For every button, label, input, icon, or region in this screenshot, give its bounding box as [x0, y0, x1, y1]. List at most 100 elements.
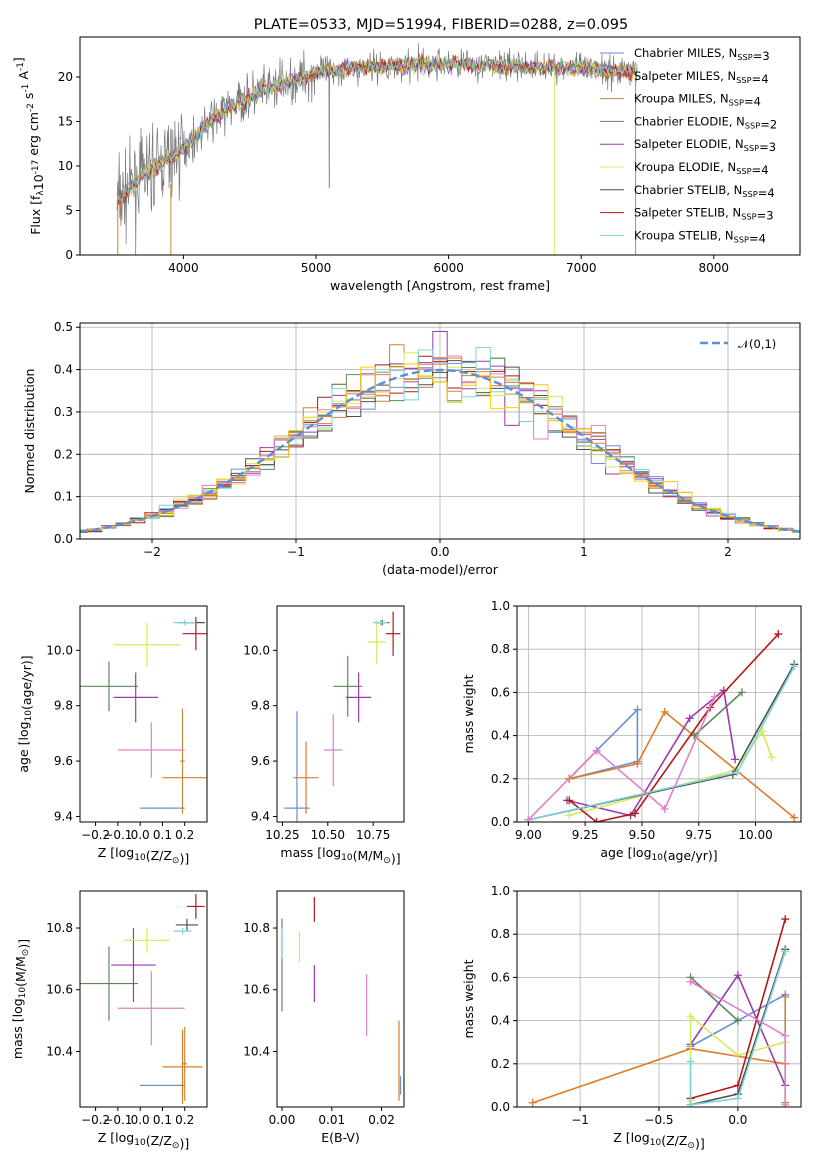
residual-histogram: [80, 344, 800, 533]
residual-histogram: [80, 363, 800, 533]
legend-label: Chabrier ELODIE, NSSP=2: [634, 114, 777, 131]
weight-marker: [737, 688, 746, 697]
y-axis-label: mass weight: [461, 674, 476, 753]
weight-marker: [790, 662, 799, 671]
legend-label: Salpeter MILES, NSSP=4: [634, 69, 769, 86]
axes-residual-distribution: −2 −1 0.0 1 2 0.0 0.1 0.2 0.3 0.4 0.5 (data-model)/…: [22, 320, 801, 577]
legend-label: Salpeter STELIB, NSSP=3: [634, 206, 774, 223]
weight-marker: [660, 805, 669, 814]
weight-marker: [565, 811, 574, 820]
y-tick-label: 0.0: [54, 532, 73, 546]
y-tick-label: 0.4: [54, 363, 73, 377]
y-tick-label: 9.8: [251, 699, 270, 713]
x-tick-label: −0.1: [103, 828, 132, 842]
y-tick-label: 10.6: [243, 983, 270, 997]
x-axis-label: (data-model)/error: [382, 562, 499, 577]
weight-series: [569, 710, 795, 819]
x-tick-label: 1: [580, 545, 588, 559]
x-tick-label: 10.25: [265, 828, 299, 842]
y-tick-label: 1.0: [491, 884, 510, 898]
axes-mass-weight-vs-Z: −1 −0.5 0.0 0.0 0.2 0.4 0.6 0.8 1.0 Z [log10(Z/Z⊙…: [461, 884, 802, 1151]
y-tick-label: 9.6: [54, 754, 73, 768]
weight-marker: [790, 813, 799, 822]
weight-marker: [733, 1094, 742, 1103]
x-tick-label: 9.00: [515, 828, 542, 842]
y-tick-label: 10.4: [46, 1044, 73, 1058]
plot-area: [80, 894, 205, 1104]
x-tick-label: 0.00: [269, 1113, 296, 1127]
weight-marker: [633, 759, 642, 768]
weight-marker: [631, 809, 640, 818]
y-axis-label: Flux [fλ10-17 erg cm-2 s-1 A-1]: [11, 57, 46, 235]
y-tick-label: 9.8: [54, 699, 73, 713]
y-tick-label: 20: [58, 70, 73, 84]
x-axis-label: Z [log10(Z/Z⊙)]: [613, 1130, 704, 1151]
y-tick-label: 0.2: [491, 772, 510, 786]
y-tick-label: 0.4: [491, 1014, 510, 1028]
y-tick-label: 10.4: [243, 1044, 270, 1058]
weight-marker: [781, 1031, 790, 1040]
x-tick-label: 7000: [566, 261, 597, 275]
plot-area: [528, 915, 790, 1107]
legend-label: Salpeter ELODIE, NSSP=3: [634, 137, 776, 154]
y-tick-label: 5: [65, 204, 73, 218]
weight-marker: [686, 977, 695, 986]
x-tick-label: 0.0: [728, 1113, 747, 1127]
y-axis-label: mass weight: [461, 959, 476, 1038]
plot-area: [281, 897, 402, 1101]
y-tick-label: 0.5: [54, 320, 73, 334]
x-tick-label: 0.1: [153, 828, 172, 842]
weight-marker: [660, 707, 669, 716]
y-tick-label: 10.8: [243, 921, 270, 935]
y-tick-label: 0.0: [491, 1100, 510, 1114]
weight-marker: [686, 1012, 695, 1021]
y-tick-label: 10: [58, 159, 73, 173]
weight-series: [527, 696, 716, 821]
x-tick-label: 10.50: [311, 828, 345, 842]
axes-mass-weight-vs-age: 9.00 9.25 9.50 9.75 10.00 0.0 0.2 0.4 0.6 0.8 1.0 a…: [461, 599, 802, 863]
axes-mass-vs-ebv: 0.00 0.01 0.02 10.4 10.6 10.8 E(B-V): [243, 890, 405, 1145]
weight-series: [693, 691, 743, 737]
x-axis-label: E(B-V): [321, 1130, 360, 1145]
plot-area: [80, 331, 800, 533]
y-tick-label: 0.3: [54, 405, 73, 419]
x-tick-label: 0.0: [131, 1113, 150, 1127]
x-tick-label: −0.1: [103, 1113, 132, 1127]
y-tick-label: 0.0: [491, 815, 510, 829]
weight-marker: [733, 1016, 742, 1025]
axes-frame: [276, 605, 405, 823]
weight-marker: [686, 1100, 695, 1107]
weight-marker: [733, 971, 742, 980]
plot-area: [284, 611, 401, 822]
x-tick-label: 0.1: [153, 1113, 172, 1127]
axes-spectrum: 4000 5000 6000 7000 8000 0 5 10 15 20 wavelength […: [11, 36, 801, 293]
x-tick-label: 0.2: [175, 828, 194, 842]
legend-label: Chabrier MILES, NSSP=3: [634, 46, 770, 63]
x-tick-label: −1: [571, 1113, 589, 1127]
axes-frame: [79, 605, 208, 823]
y-tick-label: 15: [58, 115, 73, 129]
y-tick-label: 0.2: [54, 447, 73, 461]
y-tick-label: 0.6: [491, 685, 510, 699]
y-tick-label: 10.0: [243, 643, 270, 657]
legend-label: Kroupa MILES, NSSP=4: [634, 92, 761, 109]
figure-title: PLATE=0533, MJD=51994, FIBERID=0288, z=0…: [254, 17, 628, 33]
weight-marker: [733, 1081, 742, 1090]
weight-marker: [710, 692, 719, 701]
axes-age-vs-Z: −0.2−0.10.0 0.1 0.2 9.4 9.6 9.8 10.0 Z [log10(Z…: [16, 605, 208, 866]
y-tick-label: 1.0: [491, 599, 510, 613]
y-tick-label: 0.6: [491, 970, 510, 984]
weight-marker: [767, 753, 776, 762]
legend-label: 𝒩(0,1): [738, 337, 776, 351]
x-tick-label: 2: [724, 545, 732, 559]
y-axis-label: mass [log10(M/M⊙)]: [10, 939, 31, 1059]
y-tick-label: 0.8: [491, 927, 510, 941]
y-tick-label: 10.0: [46, 643, 73, 657]
legend: Chabrier MILES, NSSP=3 Salpeter MILES, NS…: [600, 46, 777, 245]
y-tick-label: 0.4: [491, 729, 510, 743]
data-spectrum: [116, 43, 638, 255]
residual-histogram: [80, 355, 800, 532]
x-tick-label: 9.25: [572, 828, 599, 842]
weight-marker: [592, 746, 601, 755]
